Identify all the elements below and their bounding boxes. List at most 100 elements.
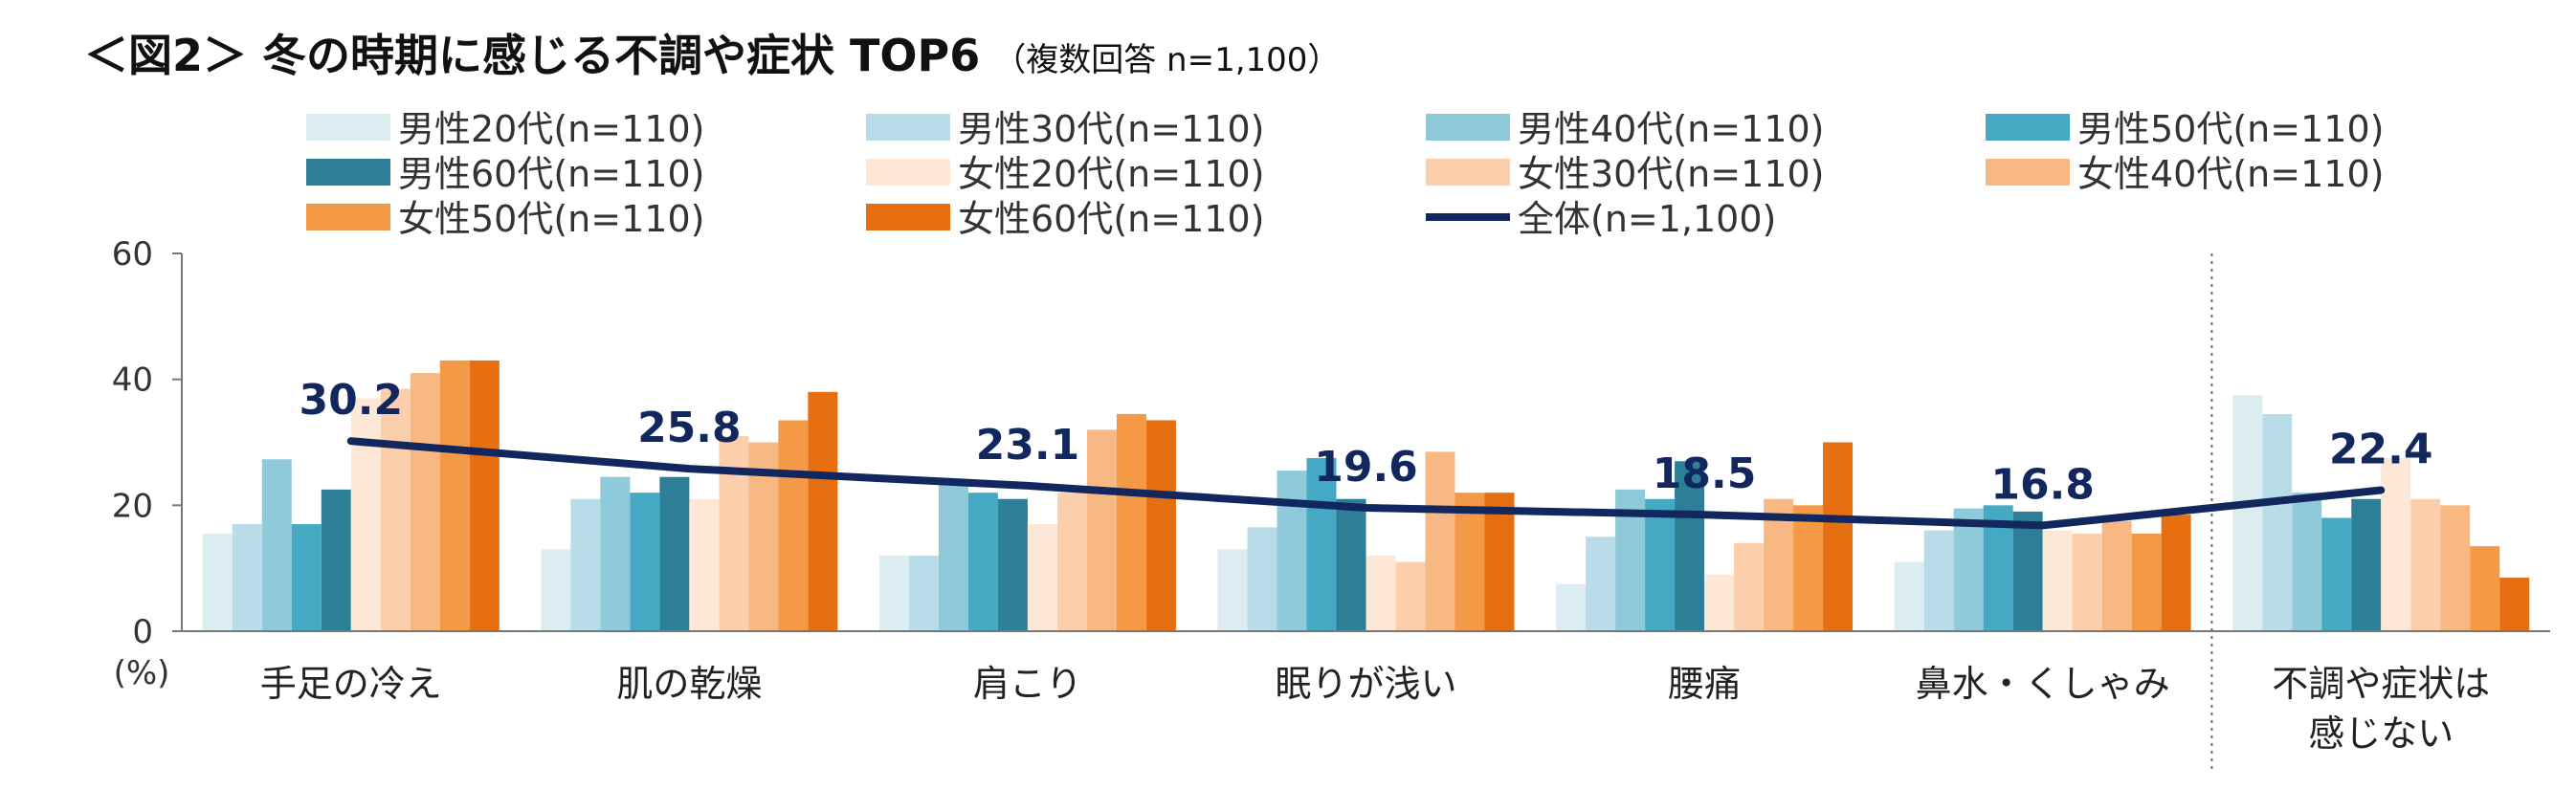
bar-男性50代-cat4 (1306, 457, 1337, 631)
bar-女性50代-cat3 (1116, 413, 1146, 631)
bar-男性40代-cat4 (1277, 471, 1307, 631)
y-axis-unit-label: (%) (114, 654, 170, 692)
bar-女性20代-cat4 (1366, 556, 1396, 631)
legend-label-9: 女性50代(n=110) (398, 198, 704, 240)
bar-女性20代-cat7 (2381, 457, 2411, 631)
overall-data-label-1: 30.2 (300, 376, 404, 425)
bar-女性50代-cat1 (439, 360, 470, 631)
bar-男性60代-cat5 (1675, 461, 1705, 631)
bar-女性50代-cat4 (1455, 493, 1485, 631)
overall-data-label-5: 18.5 (1653, 449, 1757, 498)
bar-女性30代-cat2 (719, 435, 749, 631)
bar-男性50代-cat5 (1645, 498, 1676, 631)
bar-女性20代-cat6 (2042, 530, 2073, 631)
bar-女性60代-cat5 (1823, 442, 1854, 631)
bar-男性60代-cat1 (321, 489, 351, 631)
category-label-6: 鼻水・くしゃみ (1916, 663, 2170, 705)
bar-男性40代-cat3 (938, 483, 968, 631)
bar-女性50代-cat7 (2470, 546, 2500, 631)
legend-label-7: 女性30代(n=110) (1518, 153, 1824, 195)
legend-swatch-4 (1986, 114, 2070, 141)
category-label-7-line1: 不調や症状は (2272, 663, 2490, 705)
legend-label-11: 全体(n=1,100) (1518, 198, 1776, 240)
bar-男性20代-cat6 (1894, 561, 1924, 631)
bar-男性20代-cat7 (2232, 395, 2263, 631)
bar-男性40代-cat7 (2292, 493, 2322, 631)
bar-男性30代-cat4 (1247, 527, 1277, 631)
bar-女性20代-cat3 (1027, 524, 1057, 631)
chart-title-main: ＜図2＞ 冬の時期に感じる不調や症状 TOP6 (84, 30, 981, 81)
bar-男性30代-cat7 (2262, 413, 2293, 631)
bar-男性30代-cat1 (232, 524, 262, 631)
legend-label-1: 男性20代(n=110) (398, 108, 704, 150)
bar-女性30代-cat6 (2072, 533, 2102, 631)
bar-男性20代-cat2 (541, 549, 571, 631)
bar-女性30代-cat7 (2410, 498, 2441, 631)
bar-女性60代-cat3 (1145, 420, 1176, 631)
legend-label-6: 女性20代(n=110) (958, 153, 1264, 195)
bar-男性40代-cat2 (600, 476, 631, 631)
bar-女性50代-cat2 (778, 420, 809, 631)
bar-女性40代-cat1 (410, 373, 440, 631)
legend-swatch-6 (866, 159, 950, 186)
bar-女性60代-cat6 (2161, 515, 2191, 631)
bar-女性60代-cat4 (1484, 493, 1515, 631)
legend-label-3: 男性40代(n=110) (1518, 108, 1824, 150)
overall-data-label-2: 25.8 (637, 404, 742, 452)
bar-女性60代-cat2 (808, 391, 838, 631)
category-label-4: 眠りが浅い (1275, 663, 1456, 705)
bar-男性50代-cat3 (967, 493, 998, 631)
bar-男性40代-cat1 (261, 459, 292, 631)
bar-女性30代-cat1 (380, 388, 411, 631)
legend-swatch-10 (866, 204, 950, 230)
bar-男性60代-cat4 (1336, 498, 1366, 631)
overall-data-label-3: 23.1 (976, 421, 1080, 470)
bar-男性60代-cat2 (659, 476, 690, 631)
overall-data-label-7: 22.4 (2329, 426, 2433, 474)
legend-swatch-7 (1426, 159, 1510, 186)
bar-女性20代-cat5 (1704, 574, 1735, 631)
bar-女性60代-cat7 (2499, 578, 2530, 631)
legend-label-10: 女性60代(n=110) (958, 198, 1264, 240)
bar-女性40代-cat3 (1086, 429, 1117, 631)
y-tick-label: 60 (112, 235, 153, 274)
bar-女性20代-cat2 (689, 498, 720, 631)
chart-title-note: （複数回答 n=1,100） (993, 41, 1341, 79)
bar-男性60代-cat3 (997, 498, 1028, 631)
legend-swatch-2 (866, 114, 950, 141)
bar-男性30代-cat5 (1586, 537, 1616, 631)
legend-label-4: 男性50代(n=110) (2077, 108, 2384, 150)
bar-男性50代-cat1 (291, 524, 322, 631)
category-label-5: 腰痛 (1668, 663, 1741, 705)
bar-女性40代-cat7 (2440, 505, 2471, 631)
bar-女性20代-cat1 (350, 398, 381, 631)
bar-男性30代-cat2 (570, 498, 601, 631)
chart-title: ＜図2＞ 冬の時期に感じる不調や症状 TOP6 （複数回答 n=1,100） (84, 21, 1340, 84)
bar-女性50代-cat5 (1793, 505, 1824, 631)
category-label-3: 肩こり (973, 663, 1082, 705)
legend-swatch-3 (1426, 114, 1510, 141)
legend-swatch-9 (306, 204, 390, 230)
bar-男性20代-cat1 (202, 533, 233, 631)
bar-女性50代-cat6 (2131, 533, 2162, 631)
bar-男性30代-cat6 (1923, 530, 1954, 631)
bar-女性30代-cat3 (1056, 493, 1087, 631)
bar-男性60代-cat6 (2012, 511, 2043, 631)
legend-label-2: 男性30代(n=110) (958, 108, 1264, 150)
bar-男性20代-cat4 (1217, 549, 1248, 631)
legend-label-5: 男性60代(n=110) (398, 153, 704, 195)
y-tick-label: 0 (132, 613, 153, 651)
legend-swatch-1 (306, 114, 390, 141)
y-tick-label: 20 (112, 487, 153, 525)
bar-男性60代-cat7 (2351, 498, 2382, 631)
legend-label-8: 女性40代(n=110) (2077, 153, 2384, 195)
bar-男性50代-cat2 (630, 493, 660, 631)
overall-data-label-6: 16.8 (1990, 460, 2095, 509)
category-label-7-line2: 感じない (2308, 712, 2454, 755)
category-label-2: 肌の乾燥 (616, 663, 762, 705)
bar-女性40代-cat4 (1425, 451, 1455, 631)
legend-swatch-8 (1986, 159, 2070, 186)
category-label-1: 手足の冷え (260, 663, 442, 705)
bar-男性20代-cat3 (878, 556, 909, 631)
